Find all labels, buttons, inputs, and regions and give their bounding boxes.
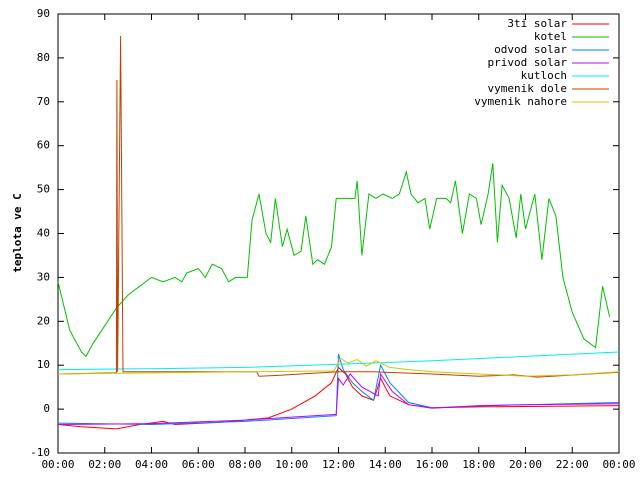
x-tick-label: 04:00 bbox=[135, 458, 168, 471]
y-tick-label: 0 bbox=[43, 402, 50, 415]
series-line bbox=[57, 357, 620, 377]
x-tick-label: 16:00 bbox=[415, 458, 448, 471]
x-tick-label: 20:00 bbox=[509, 458, 542, 471]
y-axis-label: teplota ve C bbox=[11, 193, 24, 272]
x-tick-label: 00:00 bbox=[41, 458, 74, 471]
series-line bbox=[57, 351, 620, 371]
legend-label: odvod solar bbox=[494, 43, 567, 56]
y-tick-label: 20 bbox=[37, 314, 50, 327]
legend-label: kutloch bbox=[521, 69, 567, 82]
series-line bbox=[57, 372, 620, 425]
legend-label: vymenik nahore bbox=[474, 95, 567, 108]
legend-label: 3ti solar bbox=[507, 17, 567, 30]
y-tick-label: 70 bbox=[37, 95, 50, 108]
y-tick-label: 50 bbox=[37, 183, 50, 196]
y-tick-label: -10 bbox=[30, 446, 50, 459]
x-tick-label: 10:00 bbox=[275, 458, 308, 471]
x-tick-label: 08:00 bbox=[228, 458, 261, 471]
x-tick-label: 22:00 bbox=[556, 458, 589, 471]
legend-label: vymenik dole bbox=[488, 82, 567, 95]
legend-label: privod solar bbox=[488, 56, 568, 69]
y-tick-label: 40 bbox=[37, 227, 50, 240]
x-tick-label: 12:00 bbox=[322, 458, 355, 471]
x-tick-label: 02:00 bbox=[88, 458, 121, 471]
series-line bbox=[57, 163, 611, 358]
x-tick-label: 14:00 bbox=[369, 458, 402, 471]
x-tick-label: 18:00 bbox=[462, 458, 495, 471]
y-tick-label: 30 bbox=[37, 270, 50, 283]
y-tick-label: 60 bbox=[37, 139, 50, 152]
x-tick-label: 00:00 bbox=[602, 458, 635, 471]
y-tick-label: 80 bbox=[37, 51, 50, 64]
legend-label: kotel bbox=[534, 30, 567, 43]
y-tick-label: 10 bbox=[37, 358, 50, 371]
y-tick-label: 90 bbox=[37, 7, 50, 20]
x-tick-label: 06:00 bbox=[182, 458, 215, 471]
plot-border bbox=[57, 13, 620, 454]
